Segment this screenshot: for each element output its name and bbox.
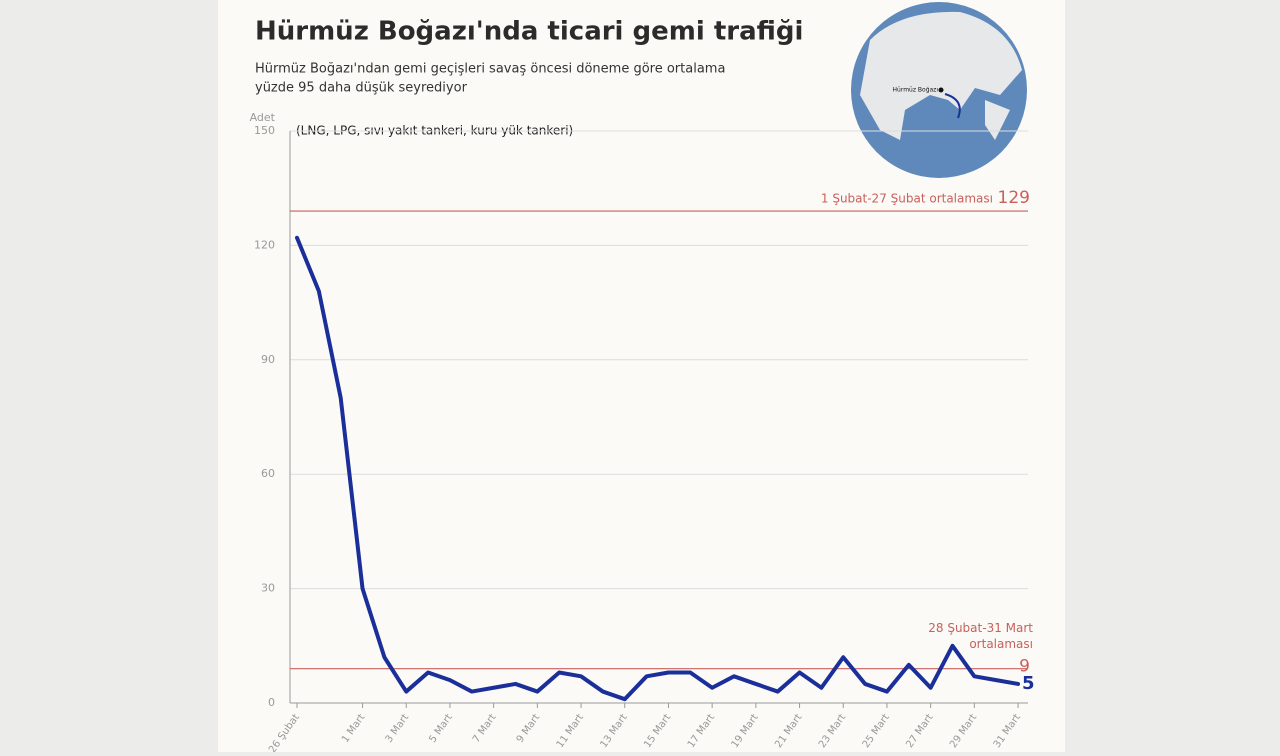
end-value-label: 5 (1022, 673, 1035, 694)
y-tick-label: 30 (261, 582, 275, 595)
series-line (295, 235, 1021, 702)
reference-label: 1 Şubat-27 Şubat ortalaması (821, 192, 993, 206)
reference-value: 129 (998, 188, 1030, 208)
y-tick-label: 150 (254, 124, 275, 137)
y-tick-label: 120 (254, 238, 275, 251)
chart-title: Hürmüz Boğazı'nda ticari gemi trafiği (255, 17, 803, 47)
reference-label: 28 Şubat-31 Mart (928, 621, 1033, 635)
inset-label: Hürmüz Boğazı (893, 87, 939, 94)
y-axis-label: Adet (250, 111, 276, 124)
globe: Hürmüz Boğazı (851, 2, 1027, 178)
globe-land (860, 11, 1022, 140)
strait-marker (938, 87, 944, 93)
subtitle: Hürmüz Boğazı'ndan gemi geçişleri savaş … (255, 62, 725, 77)
strait-arrow (944, 93, 961, 119)
reference-label: ortalaması (969, 637, 1033, 651)
subtitle: yüzde 95 daha düşük seyrediyor (255, 81, 468, 96)
y-tick-label: 90 (261, 353, 275, 366)
y-tick-label: 0 (268, 696, 275, 709)
reference-value: 9 (1019, 657, 1030, 677)
y-tick-label: 60 (261, 467, 275, 480)
globe-land (985, 100, 1010, 140)
